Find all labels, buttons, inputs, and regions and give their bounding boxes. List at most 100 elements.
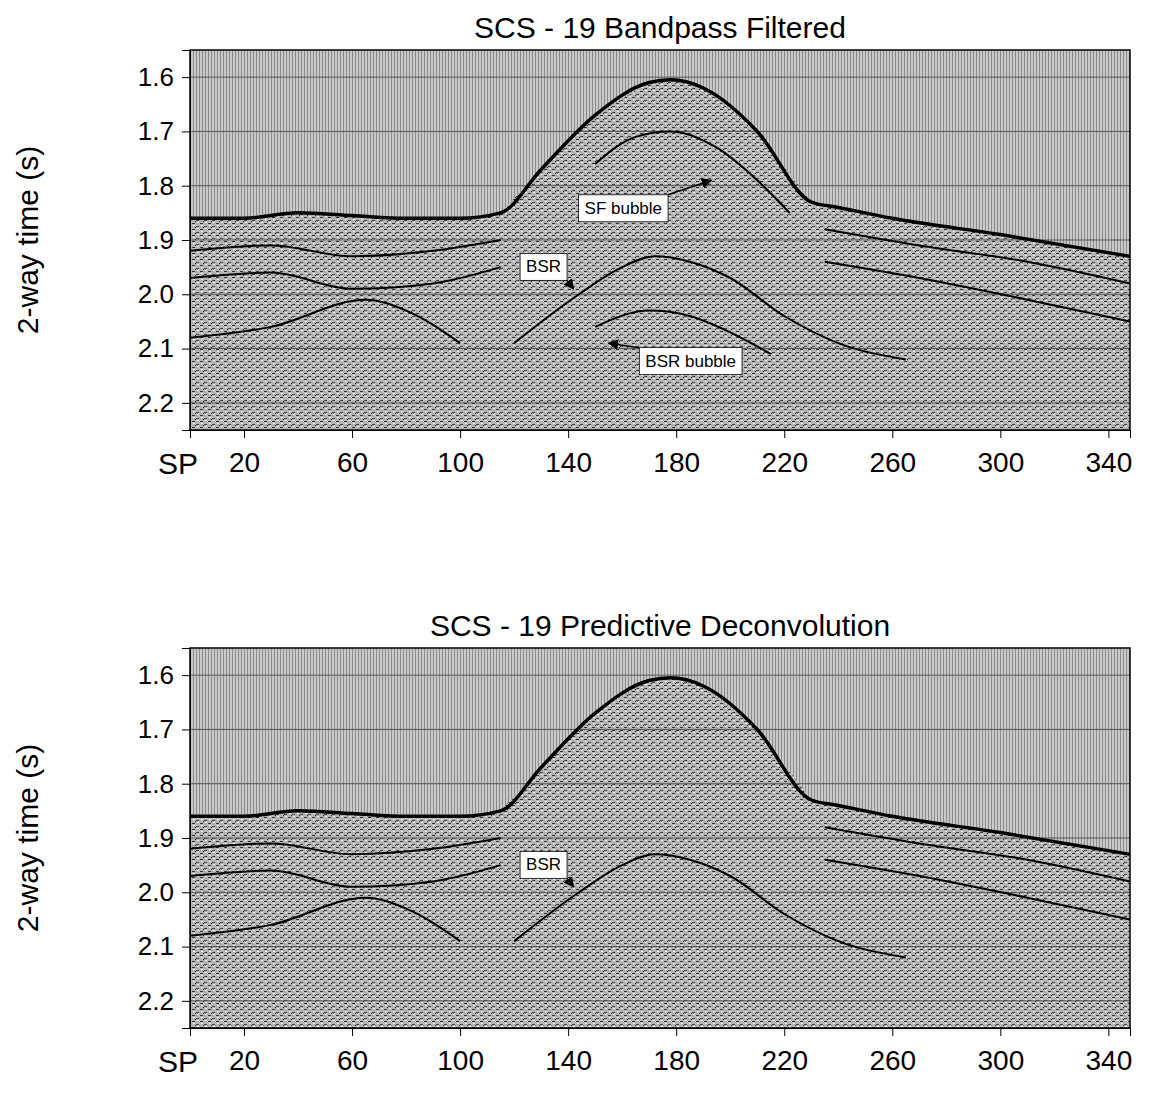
x-axis: 2060100140180220260300340 (191, 1028, 1133, 1076)
y-tick-mark (182, 294, 190, 295)
x-tick-label: 180 (653, 447, 700, 478)
x-tick-label: 180 (653, 1045, 700, 1076)
reflector-line (190, 838, 501, 854)
y-tick-label: 2.1 (138, 333, 174, 363)
grid-line (190, 185, 1130, 186)
annotation-arrow (567, 878, 574, 887)
x-tick: 260 (869, 430, 916, 478)
grid-line (190, 77, 1130, 78)
x-tick-mark (1000, 430, 1001, 438)
x-tick-mark (352, 430, 353, 438)
seafloor-line (190, 678, 1130, 854)
x-tick-label: 60 (337, 447, 368, 478)
y-tick-label: 2.2 (138, 388, 174, 418)
annotation-label: SF bubble (585, 199, 663, 218)
x-tick-label: 20 (229, 447, 260, 478)
x-tick-mark (568, 1028, 569, 1036)
y-tick: 1.7 (138, 116, 190, 146)
grid-line (190, 838, 1130, 839)
reflector-line (190, 865, 501, 887)
plot-marks (190, 675, 1130, 1028)
x-tick-mark (460, 430, 461, 438)
x-tick: 60 (337, 430, 368, 478)
x-tick-label: 260 (869, 1045, 916, 1076)
plot-frame (190, 50, 1130, 430)
x-tick-mark (892, 430, 893, 438)
x-tick-label: 140 (545, 447, 592, 478)
x-tick: 180 (653, 1028, 700, 1076)
y-tick-label: 1.9 (138, 225, 174, 255)
x-tick-label: 260 (869, 447, 916, 478)
x-tick-mark (676, 1028, 677, 1036)
annotation-arrow (668, 180, 711, 195)
y-tick: 2.2 (138, 388, 190, 418)
plot-marks (190, 77, 1130, 430)
x-axis-line (191, 1029, 1131, 1037)
annotation-box (520, 253, 567, 280)
x-tick: 20 (229, 430, 260, 478)
y-tick-label: 2.1 (138, 931, 174, 961)
y-tick-mark (182, 675, 190, 676)
reflector-line (514, 854, 906, 957)
x-tick-mark (244, 1028, 245, 1036)
y-tick: 1.9 (138, 823, 190, 853)
y-tick: 2.0 (138, 279, 190, 309)
seafloor-line (190, 80, 1130, 256)
panel: 1.61.71.81.92.02.12.22060100140180220260… (11, 11, 1132, 480)
x-tick: 140 (545, 1028, 592, 1076)
y-axis: 1.6 1.7 1.8 1.9 2.0 2.1 2.2 (138, 51, 191, 431)
annotation: SF bubble (579, 180, 712, 222)
x-tick-label: 340 (1086, 1045, 1133, 1076)
y-axis-title: 2-way time (s) (11, 744, 44, 932)
y-tick: 2.0 (138, 877, 190, 907)
x-tick-mark (460, 1028, 461, 1036)
y-tick: 1.7 (138, 714, 190, 744)
x-tick-mark (676, 430, 677, 438)
y-tick-mark (182, 131, 190, 132)
x-tick: 180 (653, 430, 700, 478)
x-tick: 220 (761, 1028, 808, 1076)
x-tick-label: 220 (761, 447, 808, 478)
y-tick-label: 1.8 (138, 171, 174, 201)
annotation-arrow (567, 280, 574, 289)
y-tick-mark (182, 784, 190, 785)
annotation-label: BSR bubble (645, 352, 736, 371)
x-tick-mark (1108, 430, 1109, 438)
y-tick-label: 1.6 (138, 62, 174, 92)
grid-line (190, 240, 1130, 241)
grid-line (190, 675, 1130, 676)
x-tick-label: 300 (977, 447, 1024, 478)
y-tick-mark (182, 1001, 190, 1002)
y-tick-label: 2.2 (138, 986, 174, 1016)
y-tick: 2.1 (138, 931, 190, 961)
grid-line (190, 946, 1130, 947)
grid-line (190, 783, 1130, 784)
x-tick-mark (352, 1028, 353, 1036)
subsurface-area (190, 80, 1130, 430)
x-axis-title: SP (158, 1045, 198, 1078)
x-tick: 340 (1086, 430, 1133, 478)
chart-title: SCS - 19 Predictive Deconvolution (430, 609, 890, 642)
annotation: BSR bubble (609, 343, 742, 375)
annotation-label: BSR (526, 257, 561, 276)
annotation-box (579, 195, 669, 222)
annotation-box (639, 348, 742, 375)
annotation: BSR (520, 253, 573, 289)
x-tick: 140 (545, 430, 592, 478)
x-axis-title: SP (158, 447, 198, 480)
y-tick-label: 1.9 (138, 823, 174, 853)
grid-line (190, 892, 1130, 893)
x-tick-mark (784, 1028, 785, 1036)
plot-frame (190, 648, 1130, 1028)
reflector-line (825, 827, 1130, 881)
y-tick: 1.9 (138, 225, 190, 255)
y-tick: 1.6 (138, 62, 190, 92)
x-axis-line (191, 431, 1131, 439)
y-tick-mark (182, 947, 190, 948)
y-axis-title: 2-way time (s) (11, 146, 44, 334)
annotation-arrow (609, 343, 640, 348)
x-tick: 300 (977, 1028, 1024, 1076)
y-tick-label: 1.7 (138, 714, 174, 744)
x-tick-label: 60 (337, 1045, 368, 1076)
x-tick: 220 (761, 430, 808, 478)
